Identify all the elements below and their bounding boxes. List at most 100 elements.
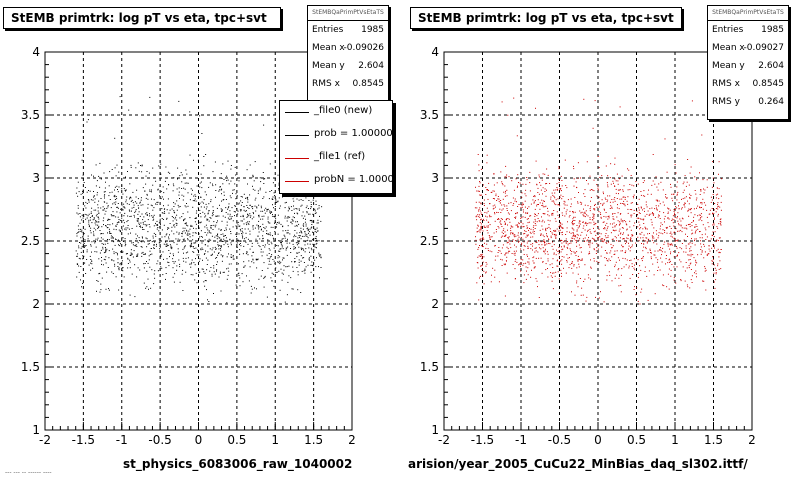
data-point — [319, 255, 321, 257]
data-point — [544, 206, 546, 208]
data-point — [239, 277, 241, 279]
data-point — [108, 288, 109, 290]
data-point — [660, 232, 662, 234]
data-point — [251, 288, 253, 290]
data-point — [265, 226, 267, 228]
data-point — [135, 167, 137, 169]
data-point — [480, 219, 481, 221]
data-point — [117, 191, 119, 193]
stat-value: 0.8545 — [352, 79, 385, 89]
data-point — [695, 264, 696, 266]
data-point — [702, 280, 704, 282]
data-point — [162, 274, 164, 276]
data-point — [545, 269, 547, 271]
data-point — [205, 224, 207, 226]
data-point — [670, 253, 671, 255]
data-point — [275, 200, 277, 202]
data-point — [719, 237, 721, 239]
data-point — [642, 228, 644, 230]
data-point — [279, 248, 281, 250]
data-point — [260, 251, 262, 253]
data-point — [662, 229, 664, 231]
data-point — [110, 233, 112, 234]
data-point — [209, 232, 211, 234]
data-point — [665, 194, 667, 195]
data-point — [218, 215, 220, 217]
data-point — [146, 286, 148, 288]
data-point — [195, 218, 197, 219]
data-point — [222, 183, 224, 185]
data-point — [255, 197, 257, 199]
data-point — [718, 198, 720, 200]
data-point — [547, 258, 549, 260]
data-point — [597, 226, 598, 228]
data-point — [683, 227, 685, 229]
data-point — [161, 208, 163, 210]
data-point — [211, 215, 213, 217]
data-point — [525, 262, 527, 264]
data-point — [246, 275, 247, 277]
data-point — [559, 205, 561, 207]
data-point — [633, 289, 635, 290]
data-point — [105, 262, 107, 264]
data-point — [497, 196, 499, 197]
data-point — [561, 198, 563, 200]
data-point — [182, 290, 184, 291]
data-point — [593, 190, 595, 192]
data-point — [108, 239, 110, 241]
data-point — [219, 189, 221, 191]
data-point — [720, 221, 722, 223]
data-point — [259, 189, 261, 191]
data-point — [589, 217, 591, 219]
data-point — [96, 290, 97, 292]
data-point — [482, 235, 483, 237]
data-point — [260, 210, 262, 212]
data-point — [652, 236, 654, 238]
data-point — [603, 239, 605, 240]
data-point — [204, 226, 206, 228]
data-point — [561, 242, 563, 244]
data-point — [142, 251, 144, 253]
data-point — [105, 251, 107, 253]
data-point — [580, 177, 581, 179]
data-point — [532, 229, 534, 231]
data-point — [129, 210, 131, 212]
data-point — [544, 213, 546, 215]
data-point — [218, 244, 220, 246]
data-point — [311, 249, 313, 251]
data-point — [583, 193, 585, 195]
data-point — [295, 221, 297, 223]
data-point — [296, 267, 298, 268]
data-point — [210, 217, 212, 219]
data-point — [230, 165, 232, 166]
data-point — [303, 262, 305, 263]
data-point — [292, 266, 294, 268]
data-point — [613, 254, 615, 255]
data-point — [145, 287, 147, 289]
data-point — [537, 192, 539, 193]
data-point — [673, 209, 675, 211]
data-point — [694, 214, 696, 216]
data-point — [82, 235, 84, 237]
data-point — [478, 209, 480, 211]
data-point — [623, 196, 625, 198]
data-point — [526, 235, 528, 237]
data-point — [522, 183, 524, 185]
data-point — [226, 256, 228, 258]
data-point — [114, 265, 116, 267]
data-point — [517, 174, 519, 176]
data-point — [270, 241, 272, 243]
data-point — [313, 245, 315, 247]
data-point — [594, 208, 596, 210]
data-point — [658, 214, 660, 216]
data-point — [695, 270, 697, 272]
data-point — [98, 273, 100, 275]
data-point — [93, 175, 94, 177]
data-point — [99, 186, 101, 188]
data-point — [203, 206, 205, 208]
data-point — [593, 238, 595, 240]
data-point — [504, 264, 506, 266]
data-point — [510, 233, 512, 235]
data-point — [676, 186, 678, 188]
data-point — [169, 252, 171, 254]
